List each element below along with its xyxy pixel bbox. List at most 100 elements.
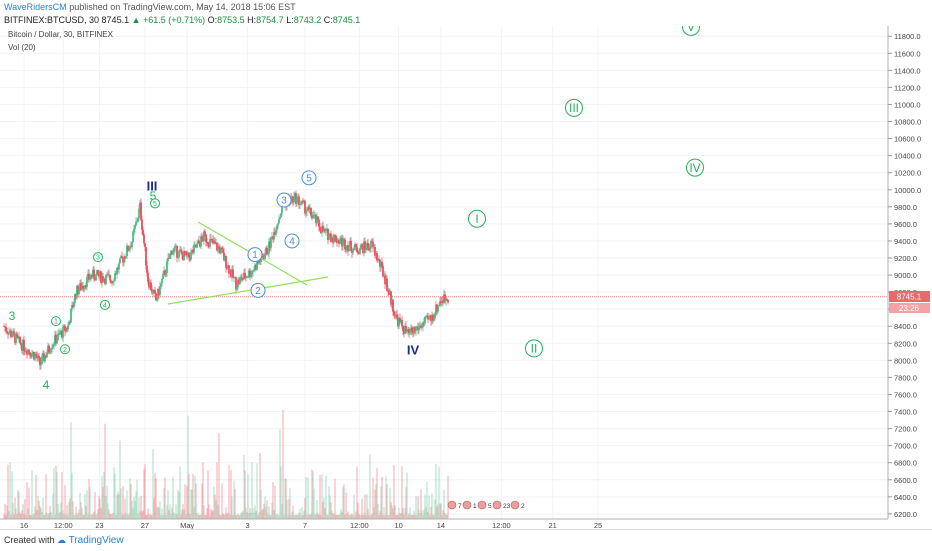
minute-wave-5-circle [301,170,317,186]
candle-body [240,277,242,279]
volume-bar [205,514,207,519]
candle-body [277,223,279,226]
low-label: L: [286,15,294,25]
time-axis[interactable]: 16 12:00 23 27 May 3 7 12:00 10 14 12:00 21 25 [20,521,602,529]
candle-body [140,202,142,220]
candle-body [173,248,175,252]
price-tick-label: 7800.0 [894,373,917,382]
candle-body [185,251,187,256]
candle-body [349,240,351,247]
candle-body [338,240,340,244]
volume-bar [90,514,92,519]
candle-body [7,332,9,335]
candle-body [432,315,434,321]
candle-body [225,255,227,268]
tool-badge[interactable]: 7 [447,500,462,510]
chart-pane[interactable] [0,26,888,519]
candle-body [144,243,146,247]
volume-bar [187,415,189,519]
author-link[interactable]: WaveRidersCM [4,2,67,12]
candle-body [59,333,61,335]
tradingview-brand[interactable]: TradingView [68,535,124,546]
price-axis[interactable]: 6200.0 6400.0 6600.0 6800.0 7000.0 7200.0 7400… [888,32,921,519]
volume-bar [15,508,17,519]
candle-body [178,250,180,258]
tool-badge[interactable]: 2 [510,500,525,510]
high-label: H: [247,15,257,25]
symbol-label[interactable]: BITFINEX:BTCUSD, 30 [4,15,100,25]
projection-wave-I: I [475,212,478,226]
minute-wave-2: 2 [255,286,261,297]
candle-body [112,281,114,283]
candle-body [31,353,33,357]
candle-body [253,269,255,272]
candle-body [371,241,373,242]
volume-bar [362,514,364,519]
candle-body [50,349,52,353]
volume-bar [249,507,251,519]
volume-bar [387,514,389,519]
candle-body [258,261,260,264]
badge-icon [477,500,487,510]
volume-bar [120,488,122,519]
price-tick-label: 7200.0 [894,425,917,434]
volume-bar [292,505,294,519]
volume-bar [401,466,403,519]
volume-bar [251,462,253,519]
minute-wave-3: 3 [281,196,287,207]
volume-bar [426,481,428,519]
volume-bar [159,501,161,519]
candle-body [422,322,424,327]
candle-body [438,305,440,306]
candle-body [263,257,265,259]
candle-body [323,229,325,232]
volume-bar [197,512,199,519]
drawing-tool-badges[interactable]: 7 1 5 23 2 [447,500,525,510]
minute-wave-2-circle [250,282,266,298]
candle-body [276,225,278,231]
candle-body [354,244,356,248]
volume-bar [325,475,327,519]
projection-wave-IV: IV [689,161,700,175]
volume-bar [313,488,315,519]
volume-bar [282,410,284,519]
candle-body [431,315,433,322]
volume-bar [376,468,378,519]
volume-bar [275,514,277,519]
candle-body [78,289,80,295]
volume-bar [318,514,320,519]
candle-body [72,305,74,308]
candle-body [213,241,215,244]
candle-body [20,342,22,346]
volume-bar [261,510,263,519]
volume-bar [137,513,139,519]
badge-icon [447,500,457,510]
volume-bar [411,514,413,519]
volume-bar [97,509,99,519]
volume-bar [329,495,331,519]
candle-body [262,256,264,258]
candle-body [163,270,165,274]
candle-body [169,253,171,259]
volume-bar [213,486,215,519]
candle-body [109,275,111,281]
candle-body [270,236,272,248]
time-tick-label: 10 [394,521,402,529]
volume-bar [304,497,306,519]
volume-bar [352,515,354,519]
candle-body [162,273,164,280]
tool-badge[interactable]: 23 [492,500,511,510]
volume-bar [95,514,97,519]
volume-bar [231,496,233,519]
volume-bar [360,515,362,519]
tool-badge[interactable]: 5 [477,500,492,510]
volume-bar [172,476,174,519]
price-tick-label: 10400.0 [894,152,921,161]
tool-badge[interactable]: 1 [462,500,477,510]
volume-bar [37,495,39,519]
volume-bar [224,515,226,519]
candle-body [401,319,403,326]
candle-body [26,351,28,355]
